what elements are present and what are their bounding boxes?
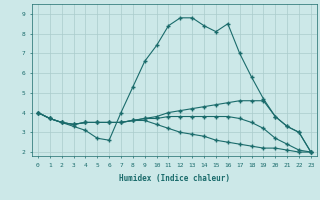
X-axis label: Humidex (Indice chaleur): Humidex (Indice chaleur) — [119, 174, 230, 183]
